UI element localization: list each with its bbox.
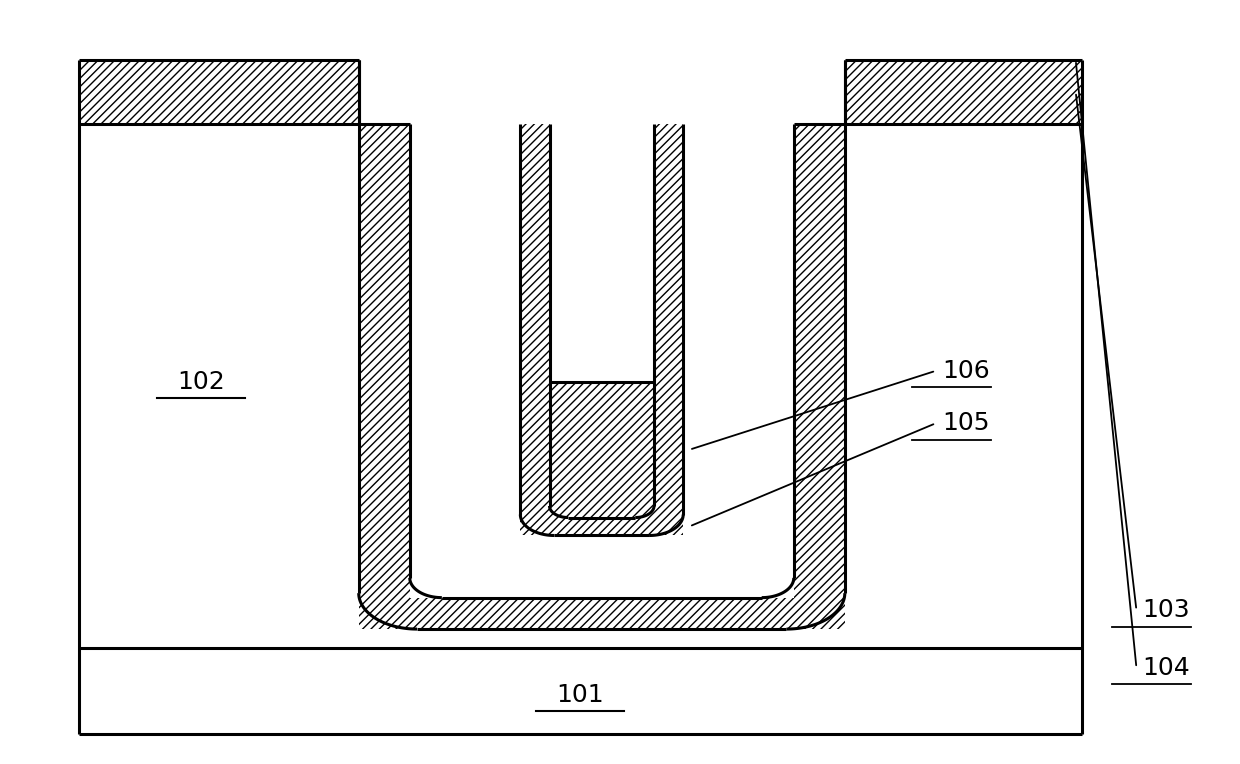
Text: 105: 105 [942,411,990,435]
Bar [794,124,844,629]
Bar [79,648,1081,734]
Bar [844,60,1081,124]
Text: 104: 104 [1142,656,1190,680]
Bar [521,124,549,536]
Bar [79,60,1081,648]
Bar [549,382,653,517]
Text: 101: 101 [556,683,604,707]
Bar [653,124,683,536]
Bar [358,124,409,629]
Text: 106: 106 [942,359,990,383]
Text: 102: 102 [177,370,224,394]
Bar [358,597,844,629]
Bar [409,124,794,597]
Bar [549,124,653,382]
Bar [79,60,1081,734]
Text: 103: 103 [1142,598,1190,623]
Bar [521,517,683,536]
Bar [79,60,358,124]
